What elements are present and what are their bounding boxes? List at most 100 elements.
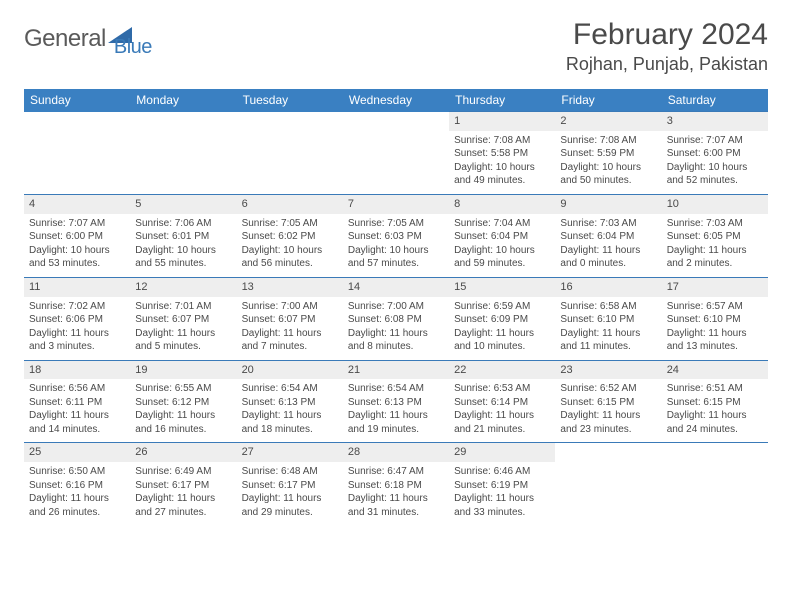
- day-number-bar: 4: [24, 195, 130, 214]
- day-number: 23: [560, 364, 572, 376]
- daylight-text: and 29 minutes.: [242, 506, 338, 520]
- logo-text-1: General: [24, 25, 106, 53]
- day-number: 15: [454, 281, 466, 293]
- day-cell: 18Sunrise: 6:56 AMSunset: 6:11 PMDayligh…: [24, 360, 130, 443]
- day-cell: 24 Sunrise: 6:51 AMSunset: 6:15 PMDayligh…: [662, 360, 768, 443]
- daylight-text: and 57 minutes.: [348, 257, 444, 271]
- daylight-text: Daylight: 11 hours: [242, 327, 338, 341]
- day-number-bar: 2: [555, 112, 661, 131]
- day-number-bar: 18: [24, 361, 130, 380]
- sunrise-text: Sunrise: 7:08 AM: [454, 134, 550, 148]
- daylight-text: Daylight: 11 hours: [454, 409, 550, 423]
- day-number-bar: 1: [449, 112, 555, 131]
- sunrise-text: Sunrise: 7:03 AM: [560, 217, 656, 231]
- day-cell: 13Sunrise: 7:00 AMSunset: 6:07 PMDayligh…: [237, 277, 343, 360]
- sunset-text: Sunset: 6:08 PM: [348, 313, 444, 327]
- sunset-text: Sunset: 6:00 PM: [29, 230, 125, 244]
- dayhead-sat: Saturday: [662, 89, 768, 112]
- day-number: 25: [29, 446, 41, 458]
- day-number: 10: [667, 198, 679, 210]
- day-number-bar: 12: [130, 278, 236, 297]
- daylight-text: Daylight: 10 hours: [454, 161, 550, 175]
- page-title: February 2024: [566, 18, 768, 52]
- sunrise-text: Sunrise: 7:03 AM: [667, 217, 763, 231]
- empty-cell: [343, 112, 449, 195]
- daylight-text: and 18 minutes.: [242, 423, 338, 437]
- daylight-text: Daylight: 10 hours: [560, 161, 656, 175]
- daylight-text: and 8 minutes.: [348, 340, 444, 354]
- week-row: 4Sunrise: 7:07 AMSunset: 6:00 PMDaylight…: [24, 194, 768, 277]
- sunrise-text: Sunrise: 6:49 AM: [135, 465, 231, 479]
- day-number-bar: 29: [449, 443, 555, 462]
- sunset-text: Sunset: 6:10 PM: [560, 313, 656, 327]
- day-cell: 9Sunrise: 7:03 AMSunset: 6:04 PMDaylight…: [555, 194, 661, 277]
- daylight-text: Daylight: 11 hours: [454, 492, 550, 506]
- day-number: 27: [242, 446, 254, 458]
- empty-cell: [555, 443, 661, 525]
- daylight-text: and 23 minutes.: [560, 423, 656, 437]
- daylight-text: and 26 minutes.: [29, 506, 125, 520]
- day-cell: 25Sunrise: 6:50 AMSunset: 6:16 PMDayligh…: [24, 443, 130, 525]
- daylight-text: and 49 minutes.: [454, 174, 550, 188]
- daylight-text: and 10 minutes.: [454, 340, 550, 354]
- daylight-text: Daylight: 11 hours: [454, 327, 550, 341]
- daylight-text: Daylight: 11 hours: [667, 244, 763, 258]
- empty-cell: [24, 112, 130, 195]
- daylight-text: and 27 minutes.: [135, 506, 231, 520]
- sunset-text: Sunset: 6:04 PM: [560, 230, 656, 244]
- day-number: 28: [348, 446, 360, 458]
- day-number: 16: [560, 281, 572, 293]
- dayhead-thu: Thursday: [449, 89, 555, 112]
- dayhead-wed: Wednesday: [343, 89, 449, 112]
- day-cell: 19Sunrise: 6:55 AMSunset: 6:12 PMDayligh…: [130, 360, 236, 443]
- sunrise-text: Sunrise: 6:51 AM: [667, 382, 763, 396]
- day-number: 13: [242, 281, 254, 293]
- sunset-text: Sunset: 6:02 PM: [242, 230, 338, 244]
- day-number-bar: 27: [237, 443, 343, 462]
- sunset-text: Sunset: 6:15 PM: [560, 396, 656, 410]
- day-number: 2: [560, 115, 566, 127]
- day-number-bar: 16: [555, 278, 661, 297]
- sunrise-text: Sunrise: 6:47 AM: [348, 465, 444, 479]
- daylight-text: and 52 minutes.: [667, 174, 763, 188]
- sunset-text: Sunset: 6:10 PM: [667, 313, 763, 327]
- day-number: 6: [242, 198, 248, 210]
- day-number-bar: 17: [662, 278, 768, 297]
- day-number-bar: 19: [130, 361, 236, 380]
- sunset-text: Sunset: 5:58 PM: [454, 147, 550, 161]
- daylight-text: Daylight: 11 hours: [135, 409, 231, 423]
- week-row: 11Sunrise: 7:02 AMSunset: 6:06 PMDayligh…: [24, 277, 768, 360]
- day-number: 7: [348, 198, 354, 210]
- day-number-bar: 11: [24, 278, 130, 297]
- empty-cell: [130, 112, 236, 195]
- daylight-text: Daylight: 10 hours: [242, 244, 338, 258]
- day-number: 17: [667, 281, 679, 293]
- sunrise-text: Sunrise: 6:58 AM: [560, 300, 656, 314]
- sunrise-text: Sunrise: 7:01 AM: [135, 300, 231, 314]
- day-cell: 11Sunrise: 7:02 AMSunset: 6:06 PMDayligh…: [24, 277, 130, 360]
- sunset-text: Sunset: 6:04 PM: [454, 230, 550, 244]
- day-number-bar: 23: [555, 361, 661, 380]
- day-number-bar: 26: [130, 443, 236, 462]
- sunset-text: Sunset: 6:00 PM: [667, 147, 763, 161]
- day-number: 14: [348, 281, 360, 293]
- empty-cell: [237, 112, 343, 195]
- daylight-text: Daylight: 11 hours: [29, 409, 125, 423]
- daylight-text: Daylight: 11 hours: [560, 327, 656, 341]
- sunset-text: Sunset: 6:06 PM: [29, 313, 125, 327]
- day-number: 24: [667, 364, 679, 376]
- daylight-text: and 19 minutes.: [348, 423, 444, 437]
- sunset-text: Sunset: 6:07 PM: [135, 313, 231, 327]
- daylight-text: Daylight: 11 hours: [667, 327, 763, 341]
- daylight-text: Daylight: 11 hours: [667, 409, 763, 423]
- day-number-bar: 7: [343, 195, 449, 214]
- sunset-text: Sunset: 6:15 PM: [667, 396, 763, 410]
- sunrise-text: Sunrise: 6:50 AM: [29, 465, 125, 479]
- day-cell: 12Sunrise: 7:01 AMSunset: 6:07 PMDayligh…: [130, 277, 236, 360]
- day-number-bar: 15: [449, 278, 555, 297]
- daylight-text: and 59 minutes.: [454, 257, 550, 271]
- sunrise-text: Sunrise: 6:59 AM: [454, 300, 550, 314]
- day-cell: 27Sunrise: 6:48 AMSunset: 6:17 PMDayligh…: [237, 443, 343, 525]
- day-cell: 3Sunrise: 7:07 AMSunset: 6:00 PMDaylight…: [662, 112, 768, 195]
- day-number: 5: [135, 198, 141, 210]
